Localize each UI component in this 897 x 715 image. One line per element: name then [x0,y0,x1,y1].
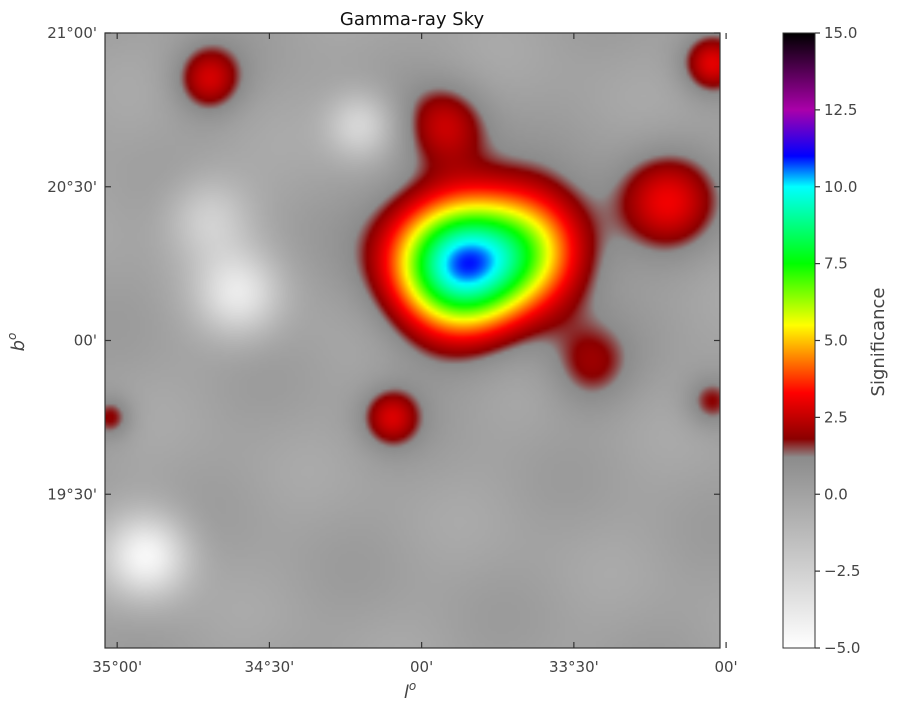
colorbar-tick-label: 12.5 [824,101,857,119]
colorbar-ticks: 15.0 12.5 10.0 7.5 5.0 2.5 0.0 −2.5 −5.0 [815,24,860,657]
colorbar-tick-label: 7.5 [824,255,848,273]
y-tick-label: 20°30' [47,178,97,196]
colorbar-tick-label: −5.0 [824,639,860,657]
colorbar-tick-label: 15.0 [824,24,857,42]
colorbar-tick-label: −2.5 [824,562,860,580]
heatmap-image [105,33,720,648]
colorbar: 15.0 12.5 10.0 7.5 5.0 2.5 0.0 −2.5 −5.0 Signifi… [782,24,889,657]
x-tick-label: 34°30' [244,658,294,676]
colorbar-tick-label: 10.0 [824,178,857,196]
x-axis: 35°00' 34°30' 00' 33°30' 00' [92,33,738,676]
colorbar-tick-label: 5.0 [824,332,848,350]
x-tick-label: 00' [714,658,737,676]
heatmap-plot [104,32,721,649]
x-axis-label: lo [404,679,416,703]
colorbar-tick-label: 0.0 [824,485,848,503]
colorbar-label: Significance [868,288,889,397]
y-axis: 21°00' 20°30' 00' 19°30' [47,24,720,503]
chart-title: Gamma-ray Sky [340,9,485,30]
y-tick-label: 21°00' [47,24,97,42]
y-tick-label: 00' [74,332,97,350]
x-tick-label: 35°00' [92,658,142,676]
colorbar-gradient [783,33,815,648]
y-axis-label: bo [5,333,29,352]
y-tick-label: 19°30' [47,485,97,503]
colorbar-tick-label: 2.5 [824,408,848,426]
x-tick-label: 00' [410,658,433,676]
x-tick-label: 33°30' [549,658,599,676]
